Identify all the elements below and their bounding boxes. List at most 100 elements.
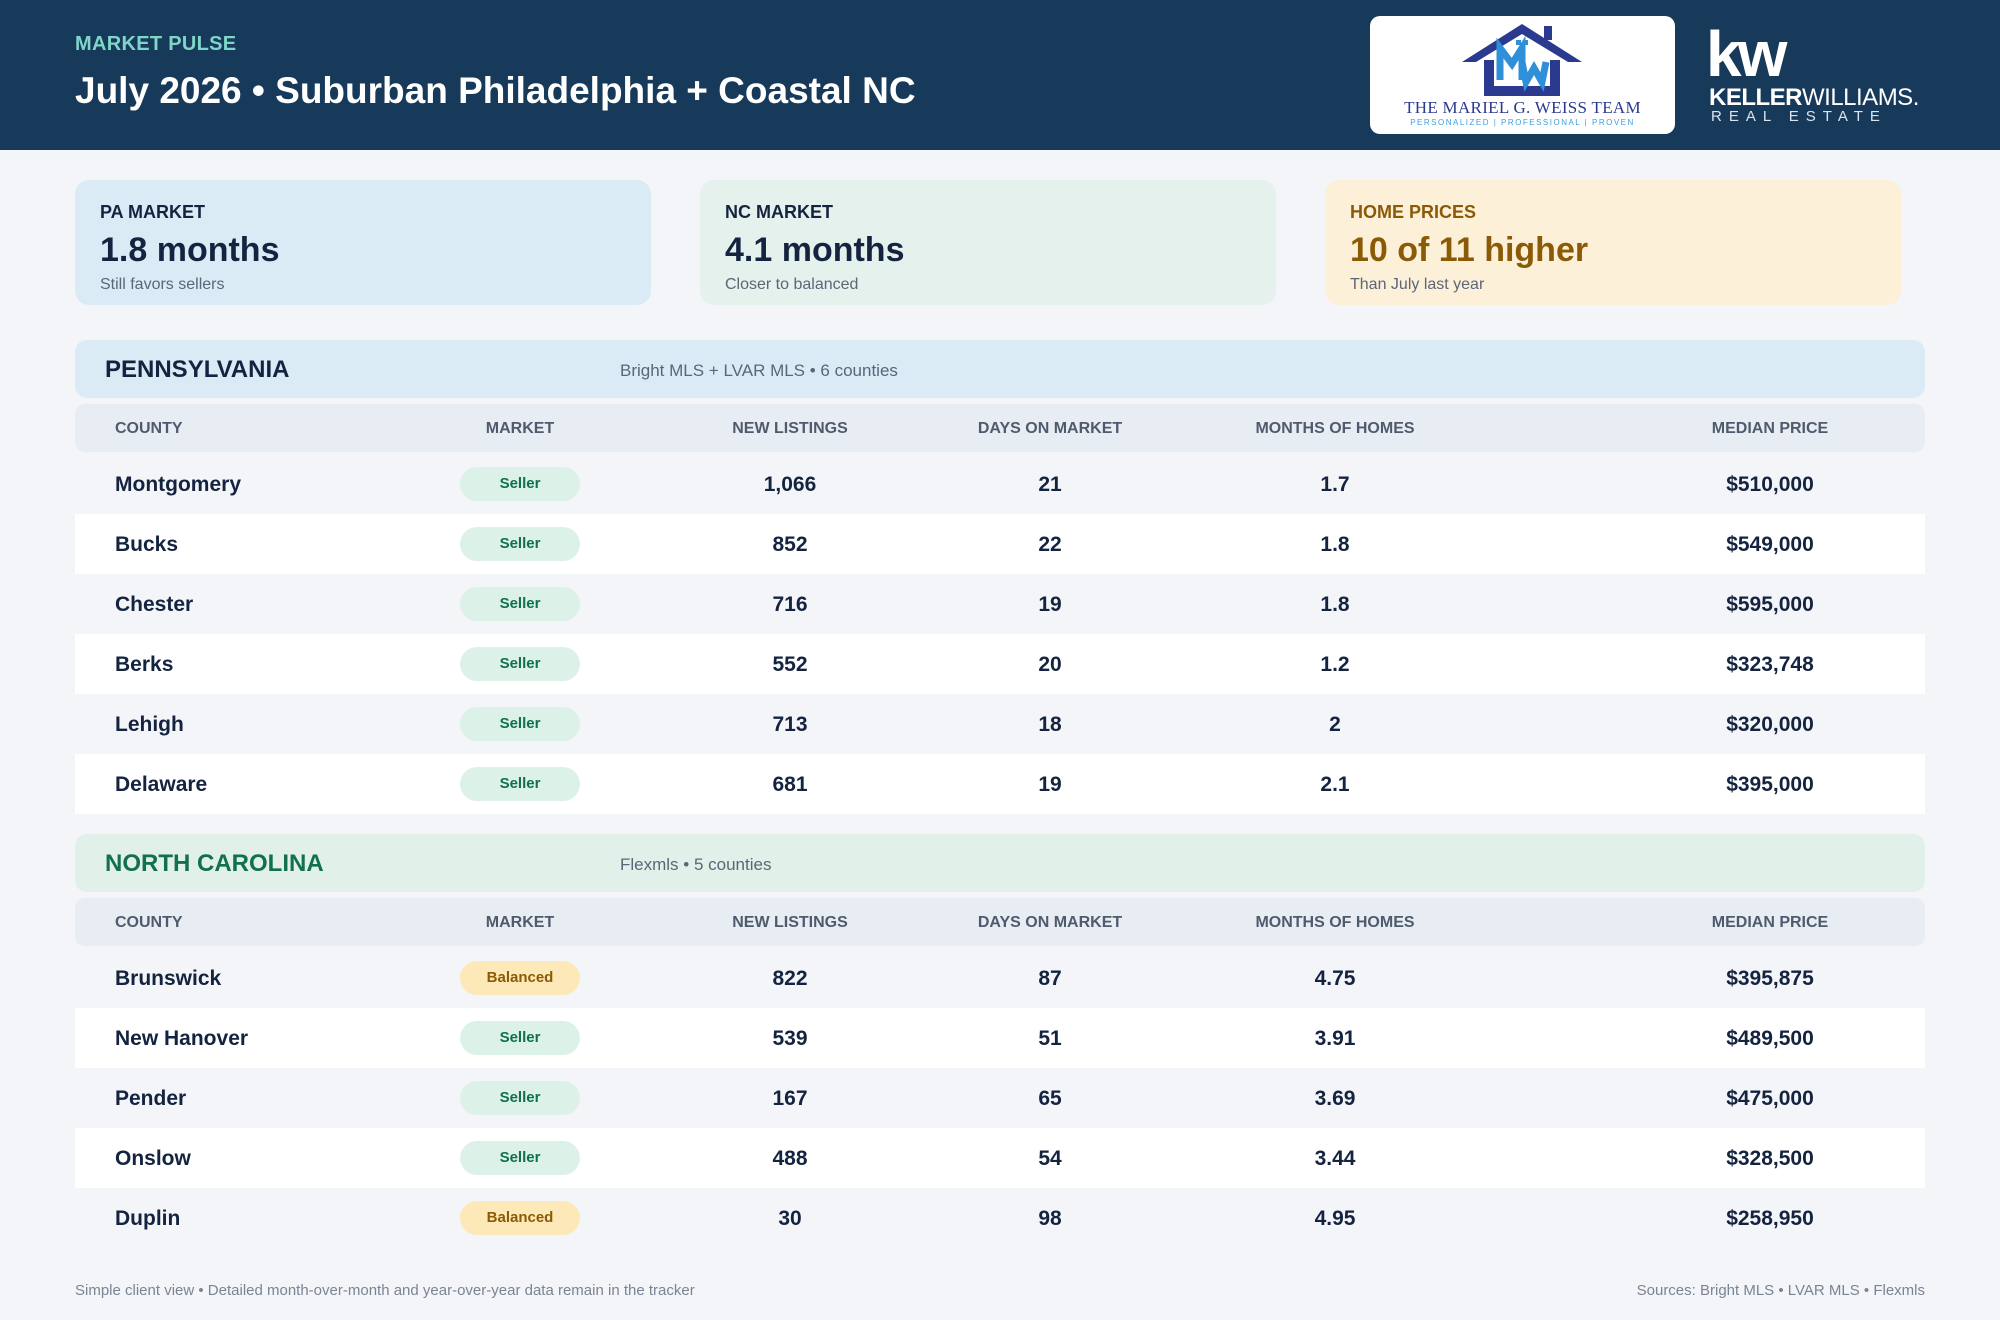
- footer-sources: Sources: Bright MLS • LVAR MLS • Flexmls: [1636, 1282, 1925, 1299]
- county-name: Brunswick: [115, 967, 222, 990]
- median-price-value: $323,748: [1726, 653, 1814, 676]
- table-row: Pender Seller 167 65 3.69 $475,000: [75, 1068, 1925, 1128]
- months-of-homes-value: 2.1: [1320, 773, 1350, 796]
- section-header-pennsylvania: PENNSYLVANIA Bright MLS + LVAR MLS • 6 c…: [75, 340, 1925, 398]
- column-header-median-price: MEDIAN PRICE: [1711, 420, 1829, 437]
- new-listings-value: 30: [778, 1207, 802, 1230]
- market-status-badge: Seller: [460, 767, 580, 801]
- stat-label: NC MARKET: [725, 202, 833, 222]
- median-price-value: $510,000: [1726, 473, 1814, 496]
- stat-value: 1.8 months: [100, 231, 280, 269]
- days-on-market-value: 87: [1038, 967, 1062, 990]
- column-header-new-listings: NEW LISTINGS: [732, 420, 848, 437]
- market-status-badge: Seller: [460, 467, 580, 501]
- table-header-pennsylvania: COUNTY MARKET NEW LISTINGS DAYS ON MARKE…: [75, 404, 1925, 452]
- months-of-homes-value: 1.2: [1320, 653, 1350, 676]
- new-listings-value: 167: [772, 1087, 808, 1110]
- county-name: Duplin: [115, 1207, 181, 1230]
- table-row: Montgomery Seller 1,066 21 1.7 $510,000: [75, 454, 1925, 514]
- stat-label: HOME PRICES: [1350, 202, 1477, 222]
- table-row: Lehigh Seller 713 18 2 $320,000: [75, 694, 1925, 754]
- market-status-badge: Seller: [460, 647, 580, 681]
- column-header-months-of-homes: MONTHS OF HOMES: [1255, 914, 1415, 931]
- new-listings-value: 552: [772, 653, 808, 676]
- county-name: Lehigh: [115, 713, 184, 736]
- team-tagline: PERSONALIZED | PROFESSIONAL | PROVEN: [1410, 118, 1635, 127]
- market-status-badge: Balanced: [460, 1201, 580, 1235]
- new-listings-value: 713: [772, 713, 808, 736]
- house-mw-icon: [1462, 24, 1582, 96]
- market-status-badge: Seller: [460, 707, 580, 741]
- table-row: Chester Seller 716 19 1.8 $595,000: [75, 574, 1925, 634]
- stat-card-home-prices: HOME PRICES 10 of 11 higher Than July la…: [1325, 180, 1901, 305]
- stat-label: PA MARKET: [100, 202, 205, 222]
- stat-value: 10 of 11 higher: [1350, 231, 1589, 269]
- median-price-value: $328,500: [1726, 1147, 1814, 1170]
- market-status-badge: Seller: [460, 587, 580, 621]
- months-of-homes-value: 3.44: [1314, 1147, 1356, 1170]
- section-source: Bright MLS + LVAR MLS • 6 counties: [620, 361, 898, 380]
- county-name: Montgomery: [115, 473, 241, 496]
- table-row: Bucks Seller 852 22 1.8 $549,000: [75, 514, 1925, 574]
- county-name: Chester: [115, 593, 194, 616]
- median-price-value: $595,000: [1726, 593, 1814, 616]
- months-of-homes-value: 1.8: [1320, 533, 1350, 556]
- county-name: Berks: [115, 653, 174, 676]
- county-name: Onslow: [115, 1147, 191, 1170]
- footer-note: Simple client view • Detailed month-over…: [75, 1282, 695, 1299]
- days-on-market-value: 20: [1038, 653, 1062, 676]
- median-price-value: $395,000: [1726, 773, 1814, 796]
- section-header-north-carolina: NORTH CAROLINA Flexmls • 5 counties: [75, 834, 1925, 892]
- median-price-value: $489,500: [1726, 1027, 1814, 1050]
- new-listings-value: 716: [772, 593, 808, 616]
- days-on-market-value: 19: [1038, 593, 1062, 616]
- column-header-county: COUNTY: [115, 914, 183, 931]
- stat-sub: Than July last year: [1350, 276, 1485, 293]
- stat-card-pa: PA MARKET 1.8 months Still favors seller…: [75, 180, 651, 305]
- median-price-value: $320,000: [1726, 713, 1814, 736]
- days-on-market-value: 98: [1038, 1207, 1062, 1230]
- eyebrow-label: MARKET PULSE: [75, 33, 237, 55]
- stat-sub: Closer to balanced: [725, 276, 859, 293]
- table-row: Berks Seller 552 20 1.2 $323,748: [75, 634, 1925, 694]
- market-status-badge: Seller: [460, 1021, 580, 1055]
- market-status-badge: Balanced: [460, 961, 580, 995]
- market-status-badge: Seller: [460, 1141, 580, 1175]
- months-of-homes-value: 1.8: [1320, 593, 1350, 616]
- new-listings-value: 852: [772, 533, 808, 556]
- new-listings-value: 539: [772, 1027, 808, 1050]
- county-name: New Hanover: [115, 1027, 249, 1050]
- county-name: Delaware: [115, 773, 208, 796]
- section-title: NORTH CAROLINA: [105, 850, 324, 877]
- column-header-months-of-homes: MONTHS OF HOMES: [1255, 420, 1415, 437]
- kw-logo-mark: kw: [1706, 18, 1787, 90]
- months-of-homes-value: 4.95: [1314, 1207, 1356, 1230]
- kw-name-bold: KELLER: [1709, 84, 1803, 111]
- table-header-north-carolina: COUNTY MARKET NEW LISTINGS DAYS ON MARKE…: [75, 898, 1925, 946]
- new-listings-value: 681: [772, 773, 808, 796]
- market-status-badge: Seller: [460, 527, 580, 561]
- months-of-homes-value: 3.91: [1314, 1027, 1356, 1050]
- median-price-value: $475,000: [1726, 1087, 1814, 1110]
- table-row: Duplin Balanced 30 98 4.95 $258,950: [75, 1188, 1925, 1248]
- days-on-market-value: 21: [1038, 473, 1062, 496]
- median-price-value: $258,950: [1726, 1207, 1814, 1230]
- stat-card-nc: NC MARKET 4.1 months Closer to balanced: [700, 180, 1276, 305]
- section-source: Flexmls • 5 counties: [620, 855, 772, 874]
- team-logo: THE MARIEL G. WEISS TEAM PERSONALIZED | …: [1370, 16, 1675, 134]
- team-name: THE MARIEL G. WEISS TEAM: [1404, 98, 1641, 117]
- kw-logo-sub: REAL ESTATE: [1711, 108, 1887, 125]
- days-on-market-value: 22: [1038, 533, 1062, 556]
- section-title: PENNSYLVANIA: [105, 356, 290, 383]
- column-header-new-listings: NEW LISTINGS: [732, 914, 848, 931]
- days-on-market-value: 51: [1038, 1027, 1062, 1050]
- days-on-market-value: 54: [1038, 1147, 1062, 1170]
- column-header-market: MARKET: [485, 914, 555, 931]
- months-of-homes-value: 3.69: [1314, 1087, 1356, 1110]
- page-title: July 2026 • Suburban Philadelphia + Coas…: [75, 70, 916, 111]
- days-on-market-value: 65: [1038, 1087, 1062, 1110]
- median-price-value: $395,875: [1726, 967, 1814, 990]
- column-header-days-on-market: DAYS ON MARKET: [977, 914, 1123, 931]
- kw-name-light: WILLIAMS.: [1802, 84, 1919, 111]
- column-header-market: MARKET: [485, 420, 555, 437]
